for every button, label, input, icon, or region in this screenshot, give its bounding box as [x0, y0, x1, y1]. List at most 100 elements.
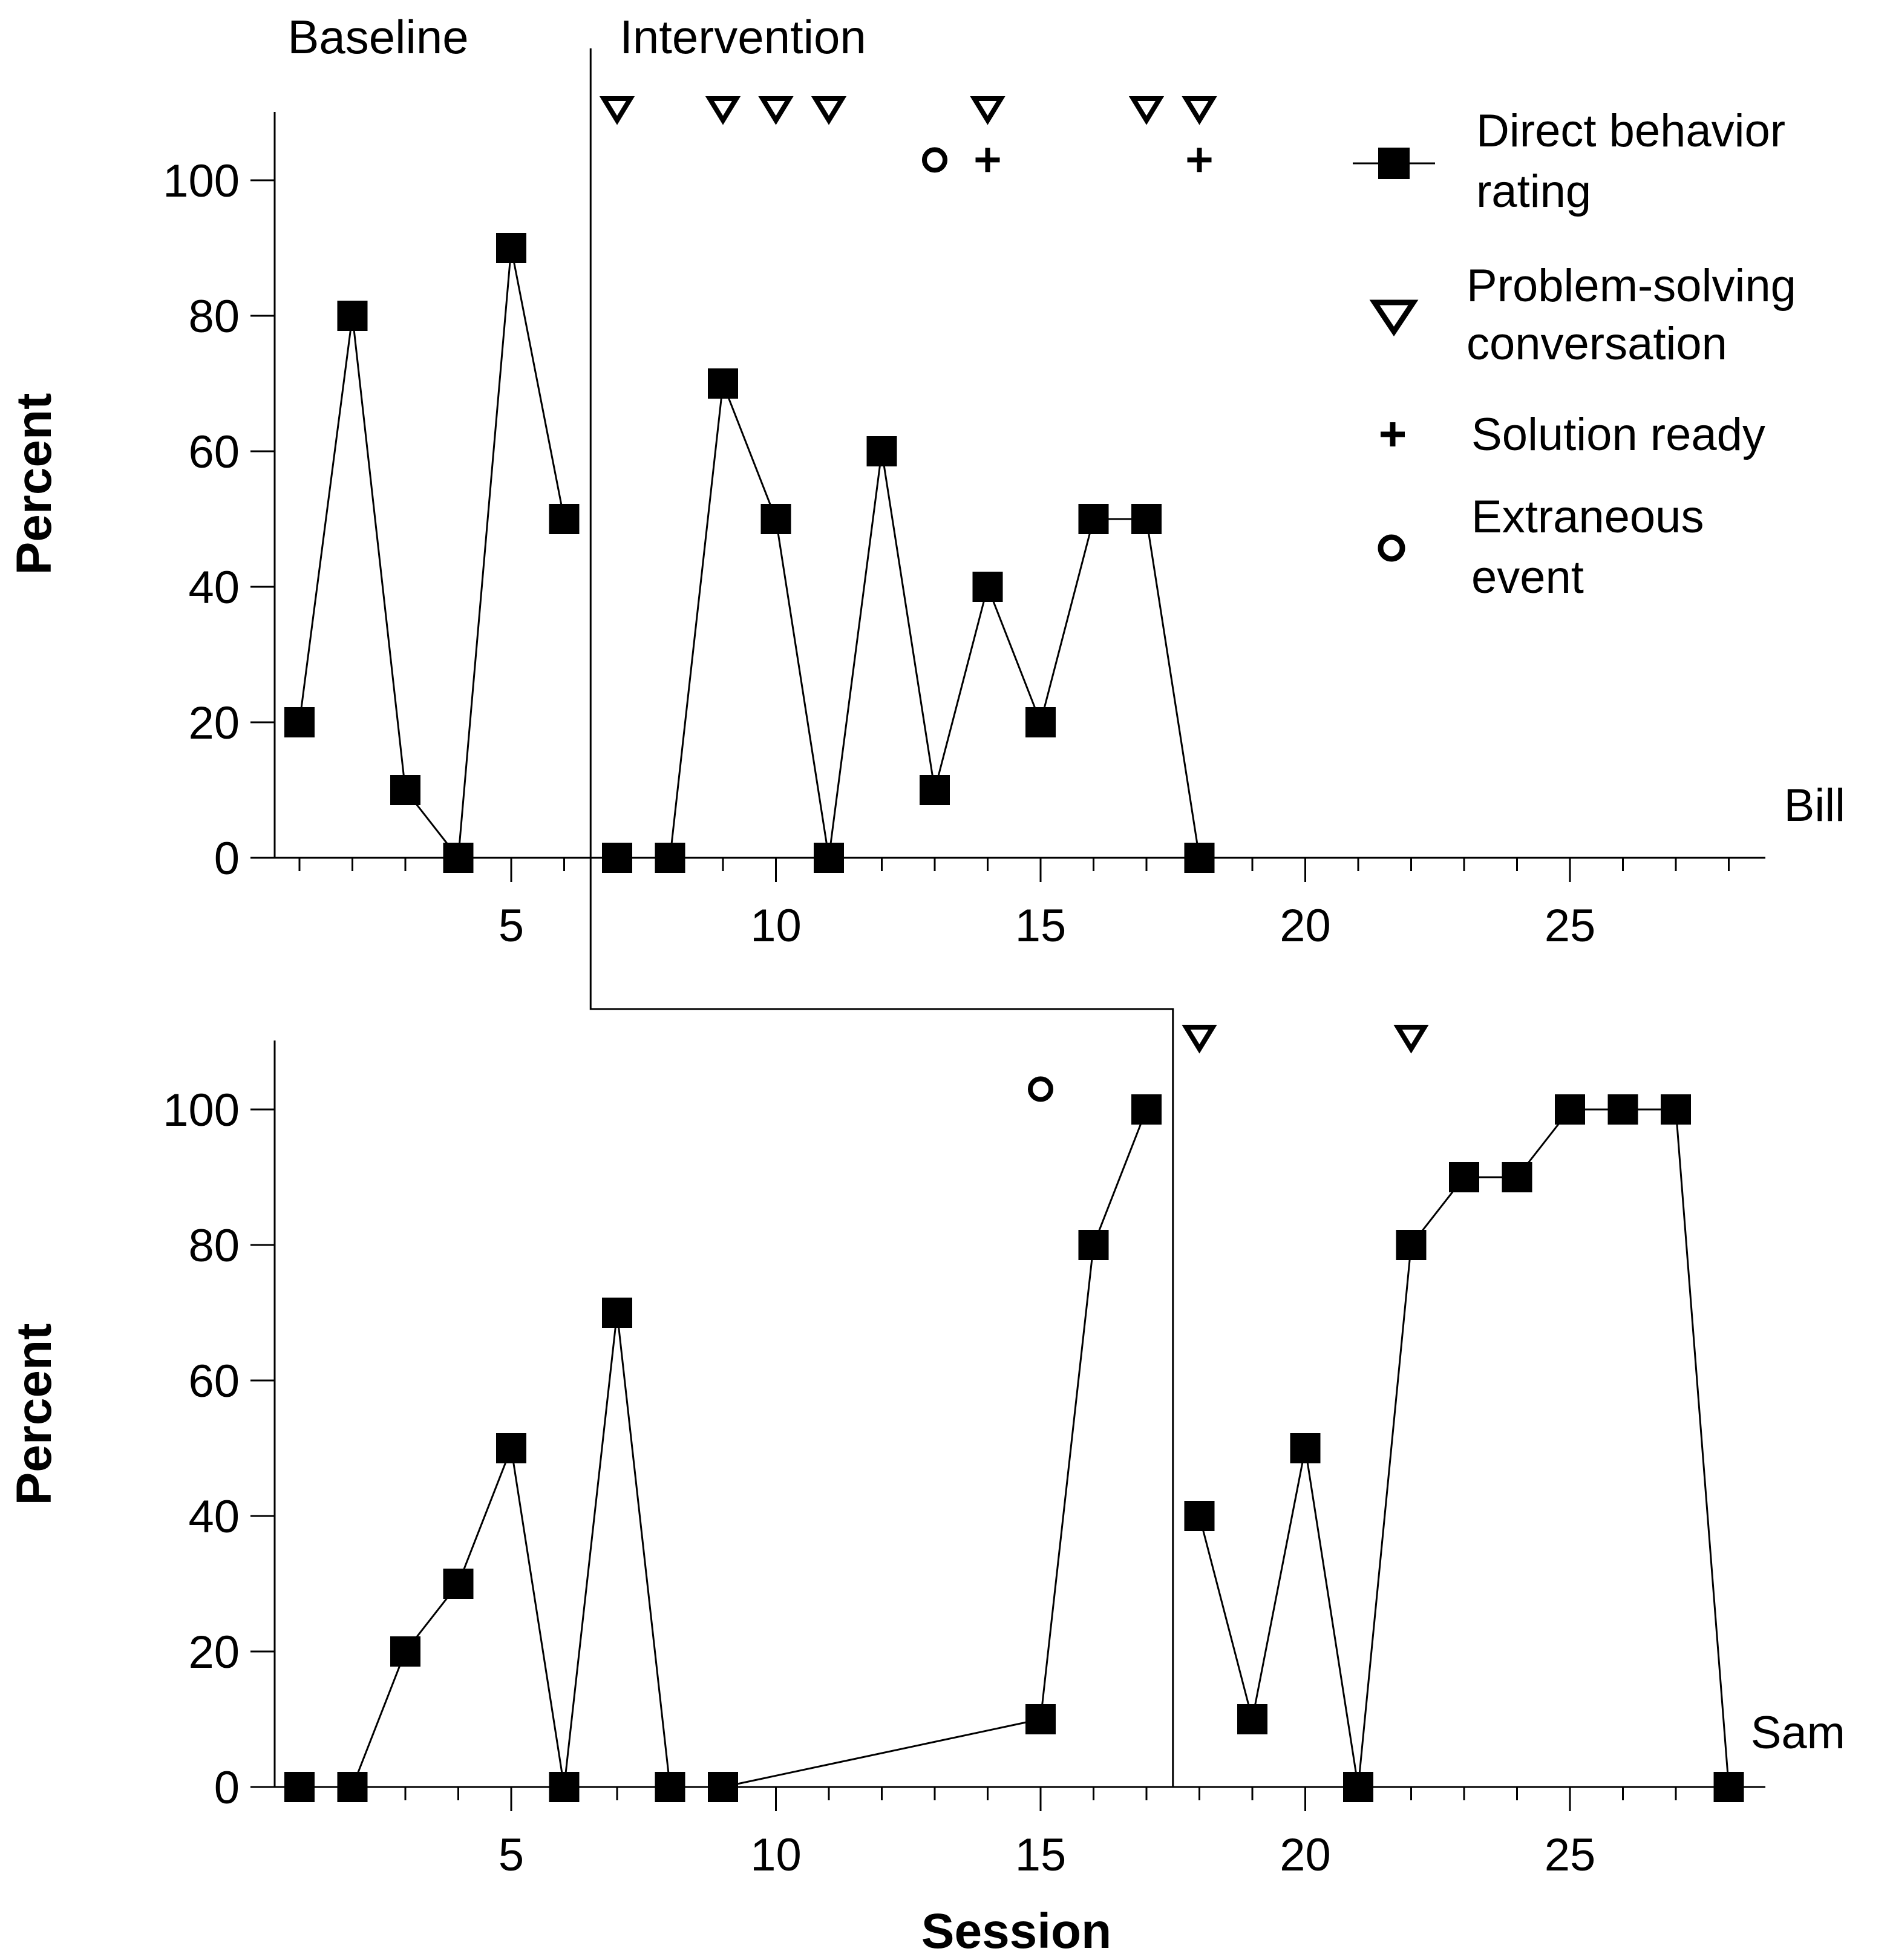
solution-ready-marker-bill	[975, 148, 1000, 172]
problem-solving-marker-sam	[1182, 1025, 1217, 1054]
problem-solving-marker-bill	[1182, 96, 1217, 125]
data-point-sam	[1290, 1433, 1321, 1463]
legend-label-psc-line2: conversation	[1467, 318, 1727, 370]
y-tick-label-sam: 40	[188, 1491, 240, 1543]
data-point-sam	[1713, 1772, 1744, 1802]
legend-label-ext-line2: event	[1471, 552, 1584, 603]
data-point-sam	[1131, 1094, 1162, 1125]
data-point-bill	[1131, 504, 1162, 534]
data-point-sam	[1025, 1704, 1056, 1734]
data-point-sam	[1343, 1772, 1373, 1802]
data-point-sam	[443, 1569, 474, 1599]
data-point-bill	[1078, 504, 1109, 534]
y-tick-label-sam: 80	[188, 1220, 240, 1272]
phase-change-step-line	[589, 48, 1174, 1787]
y-tick-label-bill: 40	[188, 562, 240, 613]
y-tick-label-bill: 80	[188, 291, 240, 342]
problem-solving-marker-bill	[758, 96, 794, 125]
data-point-sam	[1555, 1094, 1585, 1125]
legend-label-psc-line1: Problem-solving	[1467, 260, 1796, 312]
phase-label-baseline: Baseline	[287, 10, 468, 64]
data-point-sam	[655, 1772, 685, 1802]
legend-item-direct-behavior-rating: Direct behavior rating	[1353, 105, 1785, 217]
filled-square-icon	[1378, 148, 1410, 179]
series-line-sam	[1198, 1108, 1730, 1788]
legend-item-extraneous-event: Extraneous event	[1378, 491, 1704, 603]
data-point-sam	[496, 1433, 526, 1463]
data-point-sam	[284, 1772, 315, 1802]
y-tick-label-sam: 20	[188, 1627, 240, 1678]
extraneous-event-marker-bill	[922, 147, 947, 173]
x-tick-label-bill: 15	[1015, 900, 1067, 952]
data-point-sam	[1396, 1230, 1427, 1260]
extraneous-event-marker-sam	[1028, 1076, 1053, 1102]
legend-item-solution-ready: Solution ready	[1381, 409, 1765, 460]
data-point-sam	[1078, 1230, 1109, 1260]
data-point-bill	[284, 707, 315, 737]
x-tick-label-sam: 5	[499, 1829, 524, 1881]
legend-label-ext-line1: Extraneous	[1471, 491, 1704, 543]
plus-icon	[1381, 422, 1405, 446]
legend-label-dbr-line1: Direct behavior	[1476, 105, 1785, 157]
data-point-bill	[443, 843, 474, 873]
x-tick-label-sam: 10	[750, 1829, 802, 1881]
data-point-sam	[1449, 1162, 1479, 1192]
data-points	[284, 233, 1744, 1802]
data-point-bill	[1184, 843, 1215, 873]
x-tick-label-bill: 10	[750, 900, 802, 952]
problem-solving-marker-bill	[1128, 96, 1165, 125]
data-point-bill	[866, 436, 897, 466]
data-point-bill	[760, 504, 791, 534]
x-tick-label-bill: 20	[1280, 900, 1331, 952]
problem-solving-marker-bill	[705, 96, 741, 125]
y-axis-title-bill: Percent	[7, 393, 62, 575]
data-point-sam	[1607, 1094, 1638, 1125]
problem-solving-marker-bill	[811, 96, 847, 125]
data-point-sam	[708, 1772, 738, 1802]
series-line-bill	[617, 383, 1200, 859]
data-point-bill	[390, 775, 420, 805]
solution-ready-marker-bill	[1187, 148, 1212, 172]
phase-change-line	[589, 48, 1174, 1787]
data-point-bill	[920, 775, 950, 805]
series-line-sam	[299, 1109, 1148, 1788]
y-tick-label-bill: 20	[188, 697, 240, 749]
open-triangle-icon	[1369, 299, 1419, 337]
x-tick-label-sam: 15	[1015, 1829, 1067, 1881]
y-tick-label-bill: 60	[188, 426, 240, 478]
data-point-bill	[655, 843, 685, 873]
data-point-bill	[1025, 707, 1056, 737]
phase-label-intervention: Intervention	[620, 10, 866, 64]
data-point-bill	[814, 843, 844, 873]
participant-label-sam: Sam	[1751, 1707, 1845, 1759]
y-tick-label-bill: 100	[163, 155, 240, 207]
problem-solving-marker-bill	[599, 96, 635, 125]
data-point-bill	[972, 572, 1003, 602]
data-point-sam	[549, 1772, 580, 1802]
y-tick-label-bill: 0	[214, 833, 240, 884]
legend-label-dbr-line2: rating	[1476, 166, 1591, 217]
y-tick-label-sam: 100	[163, 1085, 240, 1136]
data-point-bill	[337, 301, 368, 331]
legend-item-problem-solving-conversation: Problem-solving conversation	[1369, 260, 1796, 370]
problem-solving-marker-bill	[970, 96, 1005, 125]
data-point-bill	[496, 233, 526, 263]
y-tick-label-sam: 60	[188, 1356, 240, 1407]
x-tick-label-sam: 20	[1280, 1829, 1331, 1881]
data-point-bill	[549, 504, 580, 534]
data-point-sam	[602, 1298, 632, 1328]
event-markers	[599, 96, 1429, 1102]
data-point-sam	[337, 1772, 368, 1802]
data-point-bill	[708, 368, 738, 399]
x-tick-label-bill: 5	[499, 900, 524, 952]
legend: Direct behavior rating Problem-solving c…	[1353, 105, 1796, 603]
x-tick-label-sam: 25	[1545, 1829, 1596, 1881]
data-point-sam	[1237, 1704, 1267, 1734]
data-point-bill	[602, 843, 632, 873]
legend-label-solution-ready: Solution ready	[1471, 409, 1765, 460]
x-axis-title: Session	[921, 1904, 1111, 1959]
x-tick-label-bill: 25	[1545, 900, 1596, 952]
y-axis-title-sam: Percent	[7, 1324, 62, 1506]
data-point-sam	[1502, 1162, 1532, 1192]
data-point-sam	[390, 1636, 420, 1667]
